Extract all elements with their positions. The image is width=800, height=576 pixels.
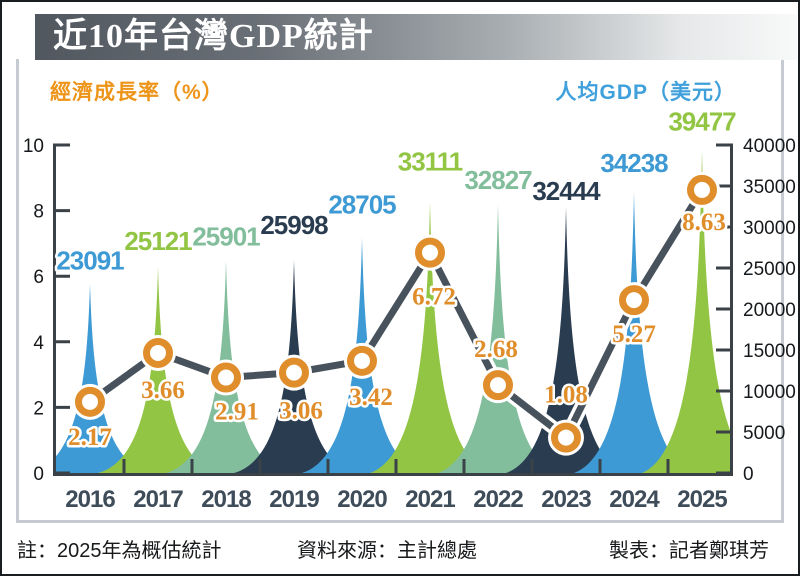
marker-ring-2024 (619, 285, 649, 316)
gdp-value-label-2017: 25121 (124, 226, 192, 256)
gdp-value-label-2021: 33111 (398, 146, 463, 176)
right-tick-label: 0 (743, 464, 754, 485)
gdp-value-label-2016: 23091 (56, 246, 124, 276)
gdp-value-label-2020: 28705 (328, 190, 396, 220)
axis-tick-labels: 0 2 4 6 8 10 0 5000 10000 15000 20000 25000 30000 350… (23, 136, 796, 485)
year-label-2024: 2024 (609, 486, 660, 513)
year-labels: 2016 2017 2018 2019 2020 2021 2022 2023 2024 2025 (65, 486, 728, 513)
growth-value-label-2017: 3.66 (141, 377, 185, 404)
left-tick-label: 2 (33, 398, 44, 419)
year-label-2021: 2021 (405, 486, 455, 513)
growth-value-label-2023: 1.08 (544, 382, 588, 409)
growth-markers (72, 171, 720, 456)
right-tick-label: 5000 (743, 423, 785, 444)
marker-ring-2016 (75, 386, 105, 417)
chart-frame (16, 59, 784, 523)
peak-2016 (53, 283, 150, 473)
left-axis-title: 經濟成長率（%） (50, 81, 224, 104)
growth-value-label-2025: 8.63 (682, 209, 726, 236)
growth-value-label-2020: 3.42 (349, 384, 393, 411)
peak-2023 (506, 206, 626, 473)
footer-source: 資料來源：主計總處 (297, 540, 477, 562)
peak-2021 (370, 201, 490, 473)
peak-2024 (574, 192, 694, 473)
marker-ring-2019 (279, 357, 309, 388)
title-banner: 近10年台灣GDP統計 (35, 14, 797, 60)
gdp-value-label-2018: 25901 (192, 222, 260, 252)
gdp-value-label-2025: 39477 (668, 106, 736, 136)
marker-ring-2020 (347, 345, 377, 376)
right-tick-label: 10000 (743, 382, 796, 403)
right-tick-label: 20000 (743, 300, 796, 321)
year-label-2018: 2018 (201, 486, 251, 513)
growth-value-label-2016: 2.17 (68, 424, 112, 451)
marker-ring-2017 (143, 337, 173, 368)
year-label-2022: 2022 (473, 486, 523, 513)
footer: 註：2025年為概估統計 資料來源：主計總處 製表：記者鄭琪芳 (2, 534, 798, 564)
left-tick-label: 8 (33, 202, 44, 223)
marker-ring-2021 (415, 237, 445, 268)
right-tick-label: 25000 (743, 259, 796, 280)
year-label-2016: 2016 (65, 486, 115, 513)
year-label-2020: 2020 (337, 486, 387, 513)
left-tick-label: 0 (33, 464, 44, 485)
left-tick-label: 10 (23, 136, 44, 157)
growth-value-labels: 2.17 3.66 2.91 3.06 3.42 6.72 2.68 1.08 5.27 8.63 (66, 206, 729, 453)
right-tick-label: 15000 (743, 341, 796, 362)
gdp-value-label-2019: 25998 (260, 210, 328, 240)
year-label-2023: 2023 (541, 486, 591, 513)
gdp-value-label-2022: 32827 (464, 165, 532, 195)
growth-line (86, 186, 706, 442)
marker-ring-2022 (483, 370, 513, 401)
growth-value-label-2022: 2.68 (474, 336, 518, 363)
right-tick-label: 35000 (743, 177, 796, 198)
peak-2025 (642, 149, 733, 473)
gdp-value-label-2023: 32444 (532, 176, 601, 206)
growth-value-label-2018: 2.91 (215, 399, 259, 426)
footer-credit: 製表：記者鄭琪芳 (609, 540, 769, 562)
axes (53, 143, 733, 476)
right-axis-title: 人均GDP（美元） (555, 81, 736, 104)
marker-ring-2018 (211, 362, 241, 393)
year-label-2025: 2025 (677, 486, 727, 513)
marker-ring-2025 (687, 174, 717, 205)
footer-note: 註：2025年為概估統計 (17, 540, 222, 562)
growth-value-label-2019: 3.06 (279, 398, 323, 425)
year-label-2017: 2017 (133, 486, 183, 513)
marker-ring-2023 (551, 422, 581, 453)
right-tick-label: 40000 (743, 136, 796, 157)
peak-2022 (438, 203, 558, 473)
right-tick-label: 30000 (743, 218, 796, 239)
gdp-value-label-2024: 34238 (600, 148, 668, 178)
growth-value-label-2021: 6.72 (412, 284, 456, 311)
year-label-2019: 2019 (269, 486, 319, 513)
left-tick-label: 4 (33, 333, 44, 354)
page-title: 近10年台灣GDP統計 (53, 18, 374, 55)
growth-value-label-2024: 5.27 (612, 321, 656, 348)
left-tick-label: 6 (33, 267, 44, 288)
